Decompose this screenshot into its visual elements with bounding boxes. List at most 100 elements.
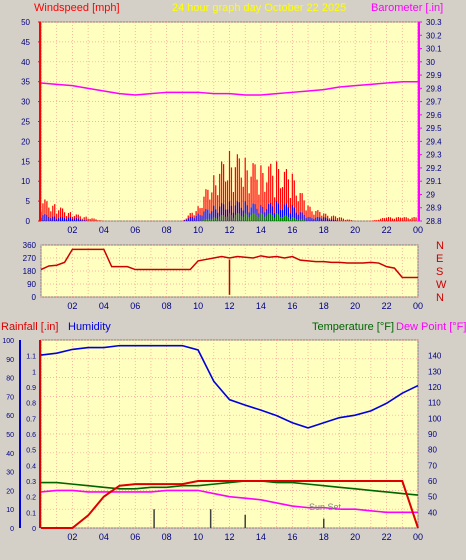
rain-y-tick: 0.5: [26, 448, 36, 455]
direction-x-tick: 20: [350, 301, 360, 311]
barometer-line: [40, 80, 418, 96]
barometer-y-tick: 29.1: [426, 177, 442, 186]
wind-x-tick: 14: [256, 225, 266, 235]
temperature-y-tick: 140: [428, 352, 442, 361]
temperature-y-tick: 80: [428, 446, 437, 455]
direction-x-tick: 14: [256, 301, 266, 311]
wind-x-tick: 22: [382, 225, 392, 235]
barometer-y-tick: 30.3: [426, 18, 442, 27]
direction-y-tick: 180: [23, 267, 37, 276]
humidity-y-tick: 80: [6, 376, 14, 383]
rain-x-tick: 14: [256, 532, 266, 542]
wind-y-tick: 35: [21, 78, 30, 87]
direction-x-tick: 18: [319, 301, 329, 311]
rain-x-tick: 20: [350, 532, 360, 542]
temperature-y-tick: 70: [428, 461, 437, 470]
humidity-y-tick: 20: [6, 488, 14, 495]
wind-x-tick: 12: [224, 225, 234, 235]
direction-x-tick: 08: [162, 301, 172, 311]
direction-y-tick: 90: [27, 280, 36, 289]
barometer-y-tick: 30: [426, 58, 435, 67]
rain-y-tick: 0.2: [26, 495, 36, 502]
temperature-y-tick: 130: [428, 367, 442, 376]
rain-x-tick: 08: [162, 532, 172, 542]
humidity-y-tick: 70: [6, 394, 14, 401]
dew-point-label: Dew Point [°F]: [396, 321, 466, 333]
rain-y-tick: 0.6: [26, 432, 36, 439]
wind-y-tick: 10: [21, 177, 30, 186]
barometer-y-tick: 29.7: [426, 98, 442, 107]
rain-y-tick: 0.9: [26, 385, 36, 392]
compass-label-e: E: [436, 253, 443, 265]
rain-y-tick: 0: [32, 526, 36, 533]
compass-label-w: W: [436, 279, 447, 291]
rain-x-tick: 18: [319, 532, 329, 542]
wind-y-tick: 30: [21, 98, 30, 107]
direction-x-tick: 12: [224, 301, 234, 311]
direction-y-tick: 270: [23, 254, 37, 263]
wind-y-tick: 5: [26, 197, 31, 206]
direction-x-tick: 02: [67, 301, 77, 311]
barometer-y-tick: 29.2: [426, 164, 442, 173]
direction-x-tick: 06: [130, 301, 140, 311]
barometer-y-tick: 28.9: [426, 204, 442, 213]
rainfall-label: Rainfall [.in]: [1, 321, 58, 333]
direction-x-tick: 00: [413, 301, 423, 311]
rainfall-line: [41, 480, 419, 529]
wind-y-tick: 50: [21, 18, 30, 27]
compass-label-s: S: [436, 266, 443, 278]
temperature-y-tick: 90: [428, 430, 437, 439]
barometer-y-tick: 30.1: [426, 45, 442, 54]
temperature-y-tick: 60: [428, 477, 437, 486]
barometer-y-tick: 29.9: [426, 71, 442, 80]
wind-x-tick: 02: [67, 225, 77, 235]
wind-y-tick: 0: [26, 217, 31, 226]
humidity-y-tick: 10: [6, 507, 14, 514]
sunset-annotation: Sun Set: [309, 502, 342, 512]
temperature-y-tick: 50: [428, 493, 437, 502]
rain-y-tick: 0.7: [26, 416, 36, 423]
rain-x-tick: 12: [224, 532, 234, 542]
humidity-y-tick: 0: [10, 526, 14, 533]
temperature-line: [41, 480, 419, 496]
rain-y-tick: 0.3: [26, 479, 36, 486]
direction-x-tick: 04: [99, 301, 109, 311]
windspeed-label: Windspeed [mph]: [34, 2, 120, 14]
direction-y-tick: 0: [32, 293, 37, 302]
rain-x-tick: 06: [130, 532, 140, 542]
barometer-y-tick: 29.8: [426, 84, 442, 93]
rain-x-tick: 04: [99, 532, 109, 542]
barometer-y-tick: 29.3: [426, 151, 442, 160]
wind-y-tick: 45: [21, 38, 30, 47]
rain-y-tick: 0.8: [26, 401, 36, 408]
wind-y-tick: 25: [21, 118, 30, 127]
barometer-y-tick: 29.6: [426, 111, 442, 120]
wind-x-tick: 16: [287, 225, 297, 235]
wind-x-tick: 08: [162, 225, 172, 235]
chart-title: 24 hour graph day October 22 2025: [172, 2, 346, 14]
direction-line: [40, 248, 418, 279]
temperature-label: Temperature [°F]: [312, 321, 394, 333]
rain-y-tick: 0.1: [26, 510, 36, 517]
compass-label-n: N: [436, 292, 444, 304]
humidity-y-tick: 60: [6, 413, 14, 420]
rain-x-tick: 16: [287, 532, 297, 542]
wind-x-tick: 20: [350, 225, 360, 235]
humidity-y-tick: 90: [6, 357, 14, 364]
humidity-y-tick: 100: [2, 338, 14, 345]
barometer-y-tick: 29.5: [426, 124, 442, 133]
rain-x-tick: 10: [193, 532, 203, 542]
wind-y-tick: 20: [21, 137, 30, 146]
rain-x-tick: 00: [413, 532, 423, 542]
rain-x-tick: 02: [67, 532, 77, 542]
wind-x-tick: 18: [319, 225, 329, 235]
rain-x-tick: 22: [382, 532, 392, 542]
rain-y-tick: 0.4: [26, 463, 36, 470]
humidity-y-tick: 30: [6, 470, 14, 477]
temperature-y-tick: 110: [428, 399, 441, 408]
barometer-y-tick: 28.8: [426, 217, 442, 226]
direction-x-tick: 10: [193, 301, 203, 311]
wind-y-tick: 40: [21, 58, 30, 67]
